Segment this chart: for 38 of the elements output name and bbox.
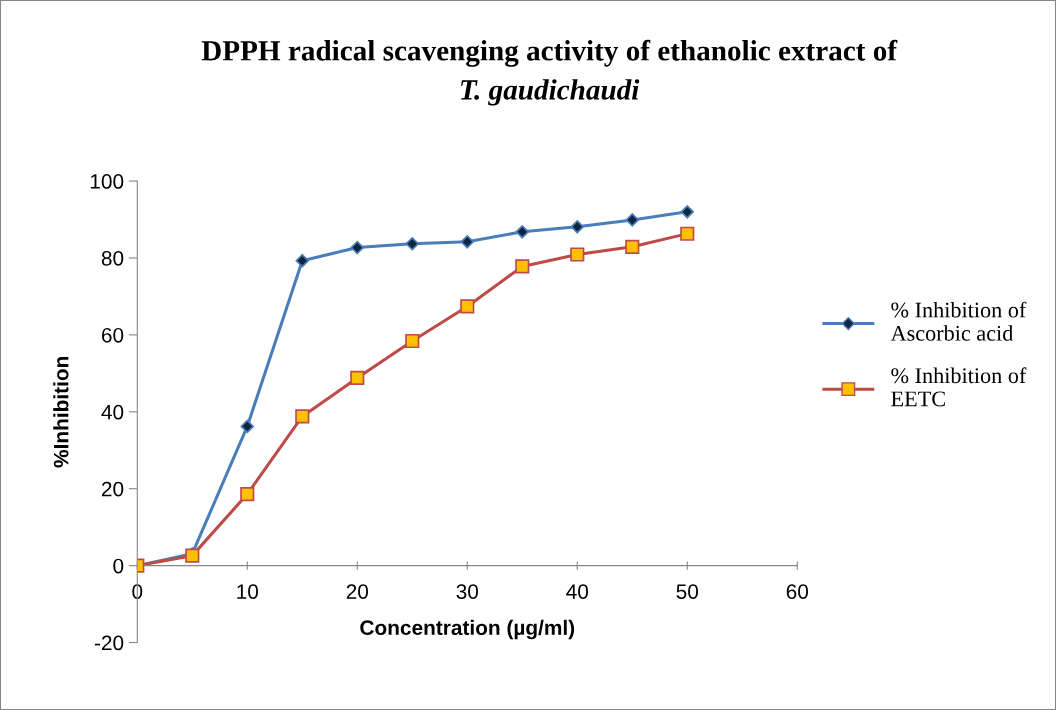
legend-label: % Inhibition of EETC xyxy=(891,367,1027,407)
y-tick-label: 40 xyxy=(101,404,124,420)
chart-title: DPPH radical scavenging activity of ethanolic extract of xyxy=(201,39,898,67)
point xyxy=(240,487,255,502)
point xyxy=(680,226,695,241)
x-tick-label: 20 xyxy=(346,584,369,599)
x-tick-label: 30 xyxy=(456,584,479,599)
point xyxy=(515,259,530,274)
point xyxy=(350,240,365,255)
x-axis-title: Concentration (µg/ml) xyxy=(360,619,575,640)
point xyxy=(405,333,420,349)
y-tick-label: 100 xyxy=(90,174,124,189)
point xyxy=(680,205,695,219)
point xyxy=(405,237,420,251)
x-tick-label: 40 xyxy=(566,584,589,599)
point xyxy=(295,253,310,268)
y-tick-label: 20 xyxy=(101,481,124,497)
y-tick-label: 80 xyxy=(101,250,124,266)
point xyxy=(625,239,640,254)
x-tick-label: 10 xyxy=(237,584,259,599)
x-tick-label: 60 xyxy=(786,584,809,599)
point xyxy=(460,299,475,314)
point xyxy=(460,235,475,249)
point xyxy=(515,225,530,239)
y-tick-label: 0 xyxy=(113,558,124,574)
point xyxy=(350,370,365,386)
y-tick-label: -20 xyxy=(94,635,124,651)
legend-label: % Inhibition of Ascorbic acid xyxy=(890,301,1027,341)
chart-subtitle: T. gaudichaudi xyxy=(461,79,640,106)
point xyxy=(625,213,640,227)
x-tick-label: 50 xyxy=(676,584,699,599)
point xyxy=(240,419,255,434)
point xyxy=(570,247,585,262)
point xyxy=(295,409,310,424)
y-tick-label: 60 xyxy=(101,327,124,343)
y-axis-title: %Inhibition xyxy=(53,356,69,468)
point xyxy=(570,220,585,234)
x-tick-label: 0 xyxy=(132,584,143,599)
